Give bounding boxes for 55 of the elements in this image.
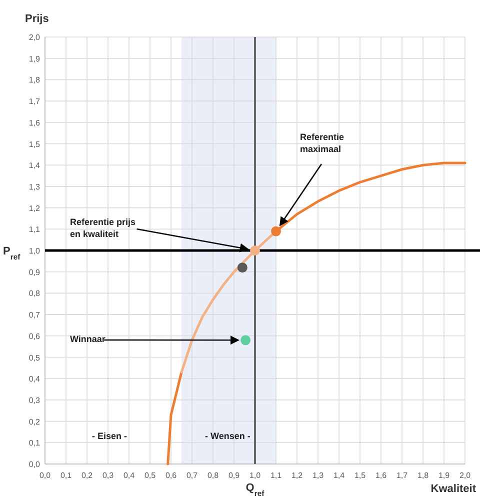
x-axis-title: Kwaliteit bbox=[430, 483, 476, 495]
y-tick-label: 0,3 bbox=[28, 396, 41, 405]
y-tick-label: 1,6 bbox=[28, 118, 41, 128]
ref-line-label: P$_{ref}$ bbox=[3, 246, 21, 261]
y-tick-label: 0,5 bbox=[28, 353, 41, 362]
point bbox=[271, 226, 281, 236]
x-tick-label: 1,6 bbox=[375, 471, 388, 480]
y-tick-label: 1,1 bbox=[28, 225, 41, 234]
annotation: Winnaar bbox=[70, 334, 106, 344]
x-tick-label: 1,3 bbox=[312, 471, 324, 480]
y-tick-label: 0,1 bbox=[28, 438, 41, 448]
y-tick-label: 1,5 bbox=[28, 140, 41, 149]
y-tick-label: 1,9 bbox=[28, 54, 41, 64]
y-tick-label: 0,7 bbox=[28, 310, 41, 320]
x-tick-label: 1,9 bbox=[438, 471, 450, 480]
x-tick-label: 1,7 bbox=[396, 471, 408, 480]
y-tick-label: 1,3 bbox=[28, 182, 41, 192]
x-tick-label: 1,4 bbox=[333, 471, 346, 480]
x-tick-label: 1,0 bbox=[249, 471, 262, 480]
annotation: - Eisen - bbox=[92, 431, 128, 441]
y-tick-label: 1,2 bbox=[28, 204, 41, 213]
y-tick-label: 0,9 bbox=[28, 268, 41, 277]
y-tick-label: 0,0 bbox=[28, 460, 41, 469]
y-axis-title: Prijs bbox=[25, 13, 49, 25]
y-tick-label: 1,0 bbox=[28, 246, 41, 256]
x-tick-label: 0,3 bbox=[102, 471, 114, 480]
x-tick-label: 0,5 bbox=[144, 471, 156, 480]
y-tick-label: 0,6 bbox=[28, 332, 41, 341]
y-tick-label: 0,4 bbox=[28, 374, 41, 384]
x-tick-label: 1,5 bbox=[354, 471, 366, 480]
x-tick-label: 1,1 bbox=[270, 471, 282, 480]
x-tick-label: 0,7 bbox=[186, 471, 198, 480]
x-tick-label: 0,1 bbox=[60, 471, 72, 480]
y-tick-label: 1,7 bbox=[28, 97, 41, 106]
y-tick-label: 1,4 bbox=[28, 161, 41, 170]
y-tick-label: 1,8 bbox=[28, 76, 41, 85]
x-tick-label: 0,9 bbox=[228, 471, 240, 480]
x-tick-label: 2,0 bbox=[459, 471, 472, 480]
point bbox=[237, 262, 248, 273]
x-tick-label: 1,2 bbox=[291, 471, 304, 480]
y-tick-label: 0,2 bbox=[28, 417, 41, 426]
x-tick-label: 0,4 bbox=[123, 471, 136, 480]
y-tick-label: 0,8 bbox=[28, 289, 41, 298]
annotation: Referentie prijs en kwaliteit bbox=[70, 217, 136, 239]
x-tick-label: 0,8 bbox=[207, 471, 220, 480]
point bbox=[250, 246, 260, 256]
annotation: Referentie maximaal bbox=[300, 132, 344, 154]
ref-line-label: Q$_{ref}$ bbox=[246, 482, 265, 498]
y-tick-label: 2,0 bbox=[28, 33, 41, 42]
x-tick-label: 0,6 bbox=[165, 471, 178, 480]
x-tick-label: 0,2 bbox=[81, 471, 94, 480]
x-tick-label: 1,8 bbox=[417, 471, 430, 480]
x-tick-label: 0,0 bbox=[39, 471, 52, 480]
annotation: - Wensen - bbox=[205, 431, 250, 441]
point bbox=[240, 335, 251, 346]
